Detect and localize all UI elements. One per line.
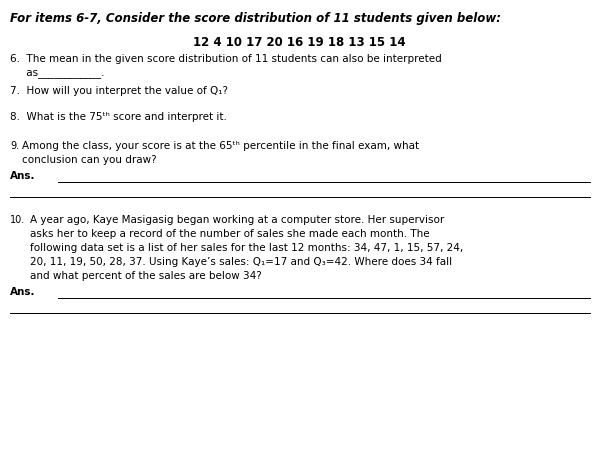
Text: 12 4 10 17 20 16 19 18 13 15 14: 12 4 10 17 20 16 19 18 13 15 14 xyxy=(193,36,406,49)
Text: 20, 11, 19, 50, 28, 37. Using Kaye’s sales: Q₁=17 and Q₃=42. Where does 34 fall: 20, 11, 19, 50, 28, 37. Using Kaye’s sal… xyxy=(30,257,452,267)
Text: Ans.: Ans. xyxy=(10,171,35,181)
Text: For items 6-7, Consider the score distribution of 11 students given below:: For items 6-7, Consider the score distri… xyxy=(10,12,501,25)
Text: conclusion can you draw?: conclusion can you draw? xyxy=(22,155,156,165)
Text: 7.  How will you interpret the value of Q₁?: 7. How will you interpret the value of Q… xyxy=(10,86,228,97)
Text: 8.  What is the 75ᵗʰ score and interpret it.: 8. What is the 75ᵗʰ score and interpret … xyxy=(10,112,227,122)
Text: A year ago, Kaye Masigasig began working at a computer store. Her supervisor: A year ago, Kaye Masigasig began working… xyxy=(30,215,444,225)
Text: following data set is a list of her sales for the last 12 months: 34, 47, 1, 15,: following data set is a list of her sale… xyxy=(30,243,463,253)
Text: asks her to keep a record of the number of sales she made each month. The: asks her to keep a record of the number … xyxy=(30,229,429,239)
Text: and what percent of the sales are below 34?: and what percent of the sales are below … xyxy=(30,271,262,281)
Text: 10.: 10. xyxy=(10,215,25,225)
Text: 6.  The mean in the given score distribution of 11 students can also be interpre: 6. The mean in the given score distribut… xyxy=(10,55,441,64)
Text: as____________.: as____________. xyxy=(10,69,104,78)
Text: 9.: 9. xyxy=(10,141,19,151)
Text: Among the class, your score is at the 65ᵗʰ percentile in the final exam, what: Among the class, your score is at the 65… xyxy=(22,141,419,151)
Text: Ans.: Ans. xyxy=(10,287,35,297)
